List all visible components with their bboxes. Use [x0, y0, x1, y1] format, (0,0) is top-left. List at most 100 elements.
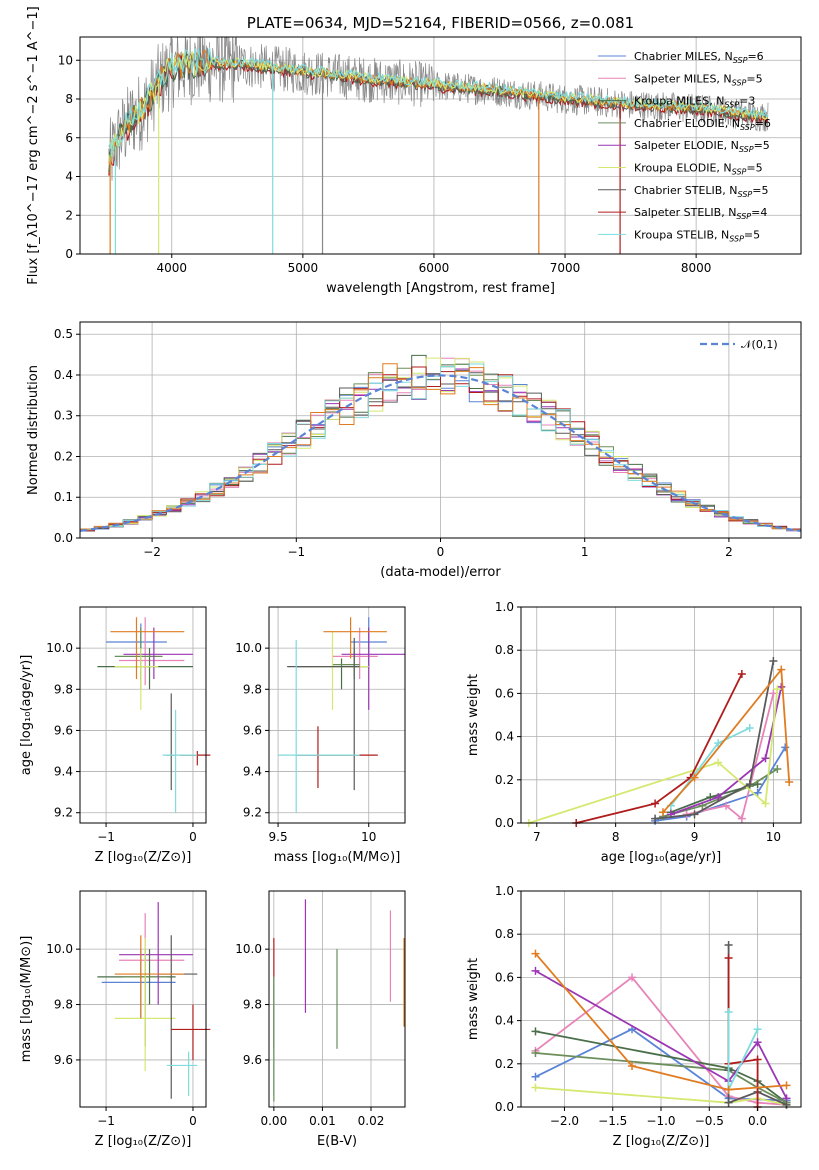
weight-marker — [745, 723, 754, 732]
weight-marker — [737, 814, 746, 823]
x-tick-label: 7000 — [550, 261, 581, 275]
x-tick-label: −1.0 — [646, 1114, 675, 1128]
y-tick-label: 0.0 — [495, 816, 514, 830]
x-axis-label: Z [log₁₀(Z/Z⊙)] — [95, 850, 192, 865]
legend-entry: Kroupa MILES, NSSP=3 — [634, 95, 755, 110]
y-tick-label: 0.2 — [495, 1057, 514, 1071]
weight-marker — [531, 966, 540, 975]
legend-entry: Chabrier ELODIE, NSSP=6 — [634, 117, 771, 132]
legend-entry: Chabrier STELIB, NSSP=5 — [634, 184, 768, 199]
chart-title: PLATE=0634, MJD=52164, FIBERID=0566, z=0… — [247, 14, 634, 32]
weight-line-5 — [535, 1086, 787, 1106]
y-axis-label: mass weight — [466, 674, 481, 756]
x-tick-label: 5000 — [288, 261, 319, 275]
y-tick-label: 10.0 — [235, 641, 262, 655]
x-axis-label: (data-model)/error — [380, 565, 501, 580]
x-tick-label: 8000 — [681, 261, 712, 275]
weight-marker — [531, 1049, 540, 1057]
weight-marker — [690, 810, 699, 819]
weight-marker — [724, 1007, 733, 1016]
x-tick-label: 0.02 — [358, 1114, 385, 1128]
y-tick-label: 8 — [65, 92, 73, 106]
weight-marker — [724, 953, 733, 962]
weight-marker — [724, 1098, 733, 1107]
weight-marker — [628, 973, 637, 982]
x-tick-label: −1 — [97, 830, 115, 844]
normal-curve — [80, 374, 801, 532]
weight-marker — [777, 665, 786, 674]
x-tick-label: 10 — [361, 830, 376, 844]
y-tick-label: 0.2 — [495, 773, 514, 787]
weight-line-9 — [534, 953, 787, 1091]
model-spectrum-5 — [108, 47, 769, 157]
x-axis-label: Z [log₁₀(Z/Z⊙)] — [95, 1134, 192, 1149]
weight-line-1 — [686, 693, 775, 821]
axes-frame — [79, 890, 207, 1108]
spectrum-lines — [108, 37, 769, 254]
weight-marker — [722, 801, 731, 810]
weight-line-2 — [535, 1030, 788, 1104]
y-tick-label: 0 — [65, 247, 73, 261]
axes-frame — [79, 606, 207, 824]
weight-marker — [753, 1038, 762, 1047]
y-tick-label: 0.5 — [54, 327, 73, 341]
weight-marker — [714, 739, 723, 748]
y-axis-label: Flux [f_λ10^−17 erg cm^−2 s^−1 A^−1] — [26, 6, 41, 284]
x-tick-label: 0 — [189, 1114, 197, 1128]
x-tick-label: −0.5 — [695, 1114, 724, 1128]
model-spectrum-4 — [108, 51, 769, 168]
weight-marker — [651, 799, 660, 808]
axes-frame — [268, 890, 406, 1108]
weight-line-9 — [662, 667, 791, 813]
x-tick-label: 7 — [533, 830, 541, 844]
weight-marker — [724, 941, 733, 949]
legend-entry: 𝒩(0,1) — [741, 338, 778, 351]
weight-line-6 — [655, 660, 775, 820]
weight-marker — [628, 1061, 637, 1070]
x-tick-label: −2 — [143, 545, 161, 559]
y-tick-label: 1.0 — [495, 884, 514, 898]
y-tick-label: 10.0 — [235, 942, 262, 956]
y-tick-label: 9.6 — [243, 723, 262, 737]
y-tick-label: 4 — [65, 170, 73, 184]
weight-line-3 — [535, 1052, 787, 1104]
legend-entry: Chabrier MILES, NSSP=6 — [634, 50, 764, 65]
weight-marker — [531, 949, 540, 958]
weight-line-7 — [575, 673, 743, 824]
x-tick-label: 0.00 — [260, 1114, 287, 1128]
weight-marker — [753, 1025, 762, 1034]
histogram-9 — [80, 363, 801, 533]
x-tick-label: −1 — [287, 545, 305, 559]
x-axis-label: E(B-V) — [317, 1134, 357, 1149]
y-tick-label: 9.6 — [54, 1053, 73, 1067]
residual-histogram-panel: −2 −1 0 1 2 0.0 0.1 0.2 0.3 0.4 0.5 (data-model)/er… — [26, 321, 802, 580]
legend-entry: Salpeter STELIB, NSSP=4 — [634, 206, 767, 221]
weight-marker — [781, 743, 790, 752]
weight-marker — [753, 788, 762, 797]
x-tick-label: 6000 — [419, 261, 450, 275]
weight-line-5 — [528, 689, 779, 824]
weight-marker — [531, 1083, 540, 1092]
y-tick-label: 10 — [58, 53, 73, 67]
x-tick-label: −2.0 — [550, 1114, 579, 1128]
weight-marker — [753, 1055, 762, 1064]
y-tick-label: 0.8 — [495, 927, 514, 941]
weight-marker — [690, 773, 699, 782]
legend-entry: Salpeter ELODIE, NSSP=5 — [634, 139, 770, 154]
y-tick-label: 0.4 — [495, 1014, 514, 1028]
weight-marker — [761, 754, 770, 763]
legend-entry: Salpeter MILES, NSSP=5 — [634, 72, 763, 87]
axes-frame — [268, 606, 406, 824]
x-tick-label: 1 — [581, 545, 589, 559]
y-tick-label: 2 — [65, 208, 73, 222]
x-axis-label: Z [log₁₀(Z/Z⊙)] — [613, 1134, 710, 1149]
y-tick-label: 9.6 — [54, 723, 73, 737]
y-tick-label: 0.1 — [54, 490, 73, 504]
weight-line-0 — [654, 746, 786, 822]
x-tick-label: 0.01 — [309, 1114, 336, 1128]
y-tick-label: 0.6 — [495, 686, 514, 700]
y-tick-label: 9.8 — [54, 998, 73, 1012]
weight-line-3 — [662, 768, 778, 818]
x-tick-label: −1 — [97, 1114, 115, 1128]
y-tick-label: 9.8 — [243, 682, 262, 696]
